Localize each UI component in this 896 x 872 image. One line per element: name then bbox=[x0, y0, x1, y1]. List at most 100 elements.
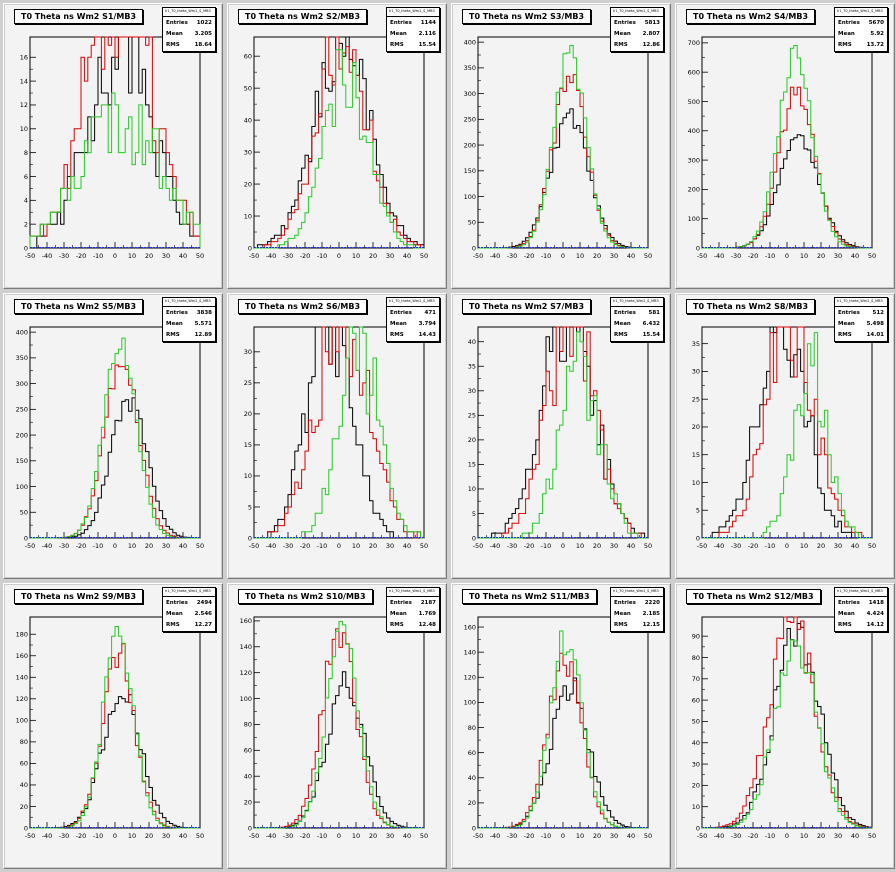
x-tick-label: 40 bbox=[403, 252, 411, 260]
histogram-title: T0 Theta ns Wm2 S11/MB3 bbox=[462, 589, 597, 604]
histogram-series-3 bbox=[478, 331, 648, 539]
x-tick-label: -10 bbox=[317, 832, 328, 840]
y-tick-label: 30 bbox=[468, 387, 476, 395]
stat-value-entries: 5670 bbox=[868, 20, 884, 26]
plot-frame bbox=[29, 36, 201, 249]
stats-divider bbox=[387, 16, 439, 17]
histogram-series-2 bbox=[701, 616, 873, 829]
histogram-pad-3: 0 50 100 150 200 250 300 350 400 -50 -40 -30 -20 -10 0… bbox=[451, 3, 671, 289]
stat-label-entries: Entries bbox=[838, 600, 860, 606]
histogram-plot: 0 100 200 300 400 500 600 700 -50 -40 -30 -20 -10 0 10… bbox=[688, 36, 876, 260]
y-tick-label: 0 bbox=[696, 534, 700, 542]
stat-value-rms: 15.54 bbox=[418, 42, 436, 48]
x-tick-label: -10 bbox=[317, 542, 328, 550]
x-tick-label: 30 bbox=[162, 832, 170, 840]
y-tick-label: 4 bbox=[24, 197, 28, 205]
x-tick-label: 10 bbox=[352, 542, 360, 550]
x-tick-label: 30 bbox=[834, 832, 842, 840]
y-tick-label: 20 bbox=[244, 798, 252, 806]
x-tick-label: 20 bbox=[817, 832, 825, 840]
stat-label-mean: Mean bbox=[838, 611, 855, 617]
stat-value-entries: 471 bbox=[424, 310, 436, 316]
x-tick-label: 10 bbox=[576, 832, 584, 840]
stat-label-entries: Entries bbox=[390, 310, 412, 316]
stat-value-mean: 5.571 bbox=[194, 321, 212, 327]
histogram-series-3 bbox=[254, 49, 424, 249]
y-tick-label: 40 bbox=[244, 773, 252, 781]
stat-label-entries: Entries bbox=[838, 310, 860, 316]
y-tick-label: 700 bbox=[688, 39, 700, 47]
stats-divider bbox=[163, 596, 215, 597]
x-tick-label: -10 bbox=[541, 832, 552, 840]
x-tick-label: 40 bbox=[851, 252, 859, 260]
x-tick-label: 0 bbox=[785, 832, 789, 840]
histogram-series-2 bbox=[702, 326, 872, 539]
y-tick-label: 0 bbox=[696, 824, 700, 832]
stat-value-rms: 13.72 bbox=[866, 42, 884, 48]
y-tick-label: 10 bbox=[692, 803, 700, 811]
histogram-title: T0 Theta ns Wm2 S8/MB3 bbox=[686, 299, 816, 314]
histogram-series-1 bbox=[30, 694, 200, 829]
x-tick-label: -30 bbox=[731, 542, 742, 550]
y-tick-label: 80 bbox=[692, 654, 700, 662]
y-tick-label: 160 bbox=[16, 652, 28, 660]
stat-value-rms: 14.43 bbox=[418, 332, 436, 338]
y-tick-label: 35 bbox=[468, 363, 476, 371]
x-tick-label: 0 bbox=[561, 252, 565, 260]
y-tick-label: 100 bbox=[16, 717, 28, 725]
x-tick-label: -20 bbox=[300, 832, 311, 840]
y-tick-label: 14 bbox=[20, 77, 28, 85]
x-tick-label: 30 bbox=[610, 542, 618, 550]
y-tick-label: 250 bbox=[464, 116, 476, 124]
stats-divider bbox=[163, 306, 215, 307]
stat-value-entries: 1418 bbox=[868, 600, 884, 606]
x-tick-label: -40 bbox=[266, 252, 277, 260]
y-tick-label: 0 bbox=[248, 534, 252, 542]
y-tick-label: 100 bbox=[688, 215, 700, 223]
y-tick-label: 160 bbox=[464, 623, 476, 631]
y-tick-label: 40 bbox=[244, 116, 252, 124]
histogram-series-2 bbox=[254, 326, 424, 539]
y-tick-label: 20 bbox=[20, 803, 28, 811]
x-tick-label: -10 bbox=[317, 252, 328, 260]
x-tick-label: -10 bbox=[541, 252, 552, 260]
stats-divider bbox=[611, 306, 663, 307]
y-tick-label: 120 bbox=[464, 674, 476, 682]
x-tick-label: 20 bbox=[145, 542, 153, 550]
x-tick-label: 10 bbox=[352, 832, 360, 840]
x-tick-label: -10 bbox=[93, 252, 104, 260]
y-tick-label: 0 bbox=[248, 244, 252, 252]
y-tick-label: 140 bbox=[16, 674, 28, 682]
stat-value-mean: 3.205 bbox=[194, 31, 212, 37]
x-tick-label: 40 bbox=[627, 542, 635, 550]
y-tick-label: 150 bbox=[16, 457, 28, 465]
stat-label-entries: Entries bbox=[614, 20, 636, 26]
y-tick-label: 25 bbox=[468, 412, 476, 420]
y-tick-label: 180 bbox=[16, 631, 28, 639]
histogram-plot: 0 20 40 60 80 100 120 140 160 -50 -40 -30 -20 -10 0 10 2… bbox=[464, 616, 652, 840]
histogram-title: T0 Theta ns Wm2 S4/MB3 bbox=[686, 9, 816, 24]
plot-frame bbox=[701, 616, 873, 829]
stats-divider bbox=[387, 596, 439, 597]
y-tick-label: 30 bbox=[692, 760, 700, 768]
stat-value-mean: 2.807 bbox=[642, 31, 660, 37]
stat-value-rms: 12.27 bbox=[194, 622, 212, 628]
stats-box: h1_T0_theta_Wm2_S_MB3 Entries 2220 Mean 2.18… bbox=[610, 587, 664, 632]
histogram-pad-12: 0 10 20 30 40 50 60 70 80 90 -50 -40 -30 -20 -10 0 10 20 3… bbox=[675, 583, 895, 869]
histogram-plot: 0 2 4 6 8 10 12 14 16 -50 -40 -30 -20 -10 0 10 20 30 40 50 bbox=[20, 36, 204, 260]
histogram-series-2 bbox=[254, 36, 424, 249]
x-tick-label: -50 bbox=[249, 252, 260, 260]
y-tick-label: 140 bbox=[240, 643, 252, 651]
stat-value-entries: 2220 bbox=[644, 600, 660, 606]
x-tick-label: 30 bbox=[386, 542, 394, 550]
y-tick-label: 10 bbox=[468, 485, 476, 493]
y-tick-label: 40 bbox=[468, 774, 476, 782]
x-tick-label: 10 bbox=[800, 252, 808, 260]
stat-label-entries: Entries bbox=[614, 600, 636, 606]
x-tick-label: -50 bbox=[25, 542, 36, 550]
stat-value-entries: 5813 bbox=[644, 20, 660, 26]
histogram-series-3 bbox=[702, 639, 873, 829]
plot-frame bbox=[477, 326, 649, 539]
stat-label-entries: Entries bbox=[390, 20, 412, 26]
histogram-title: T0 Theta ns Wm2 S1/MB3 bbox=[14, 9, 144, 24]
